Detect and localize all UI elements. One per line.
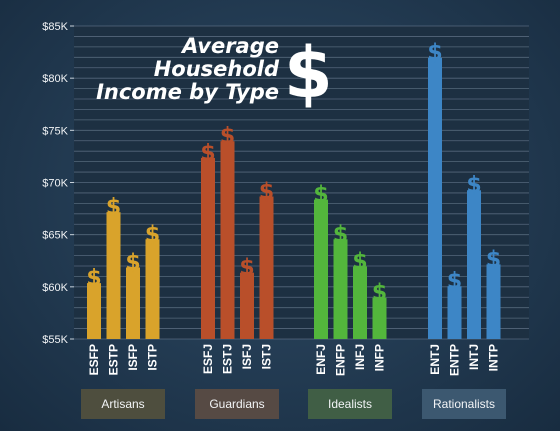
bar-estj — [220, 141, 235, 339]
y-axis-ticks: $55K $60K $65K $70K $75K $80K $85K — [42, 21, 74, 346]
y-tick-label: $80K — [42, 73, 68, 85]
category-label-istp: ISTP — [146, 344, 160, 371]
bar-dollar-icon: $ — [466, 173, 481, 198]
bar-dollar-icon: $ — [486, 247, 501, 272]
bar-dollar-icon: $ — [220, 124, 235, 149]
title-line-2: Household — [154, 57, 280, 81]
y-tick-label: $85K — [42, 21, 68, 33]
bar-esfj — [201, 157, 215, 339]
bar-intj — [467, 190, 481, 339]
bar-enfj — [314, 199, 328, 339]
bar-dollar-icon: $ — [427, 41, 442, 66]
category-label-isfj: ISFJ — [240, 344, 254, 369]
y-tick-label: $70K — [42, 178, 68, 190]
title-dollar-icon: $ — [284, 32, 333, 114]
category-label-infj: INFJ — [353, 344, 367, 370]
group-label-rationalists: Rationalists — [433, 397, 495, 411]
category-label-intj: INTJ — [467, 344, 481, 370]
bar-layer: $$$$$$$$ $$$$$$$$ — [86, 41, 501, 340]
bar-dollar-icon: $ — [313, 183, 328, 208]
category-label-estp: ESTP — [107, 344, 121, 375]
category-label-isfp: ISFP — [126, 344, 140, 371]
category-label-esfj: ESFJ — [201, 344, 215, 374]
bar-entp — [447, 286, 462, 339]
category-label-esfp: ESFP — [87, 344, 101, 375]
bar-dollar-icon: $ — [145, 222, 160, 247]
category-label-enfp: ENFP — [334, 344, 348, 376]
y-tick-label: $65K — [42, 230, 68, 242]
category-label-entp: ENTP — [448, 344, 462, 376]
bar-dollar-icon: $ — [239, 256, 254, 281]
group-label-artisans: Artisans — [101, 397, 144, 411]
y-tick-label: $55K — [42, 334, 68, 346]
bar-dollar-icon: $ — [106, 195, 121, 220]
bar-dollar-icon: $ — [259, 180, 274, 205]
bar-enfp — [333, 239, 348, 339]
bar-dollar-icon: $ — [333, 222, 348, 247]
bar-dollar-icon: $ — [352, 249, 367, 274]
category-label-enfj: ENFJ — [314, 344, 328, 375]
group-label-idealists: Idealists — [328, 397, 372, 411]
title-line-1: Average — [180, 34, 279, 58]
title-line-3: Income by Type — [96, 80, 279, 104]
bar-istp — [145, 239, 160, 339]
group-label-box — [308, 389, 392, 419]
category-label-intp: INTP — [487, 344, 501, 371]
group-labels: Artisans Guardians Idealists Rationalists — [81, 389, 506, 419]
chart-title: Average Household Income by Type $ — [96, 32, 333, 114]
bar-dollar-icon: $ — [447, 269, 462, 294]
y-tick-label: $60K — [42, 282, 68, 294]
category-labels: ESFP ESTP ISFP ISTP ESFJ ESTJ ISFJ ISTJ ENFJ ENFP… — [87, 344, 501, 376]
category-label-istj: ISTJ — [260, 344, 274, 369]
bar-infp — [372, 297, 387, 339]
group-label-box — [422, 389, 506, 419]
group-label-box — [195, 389, 279, 419]
bar-intp — [486, 264, 501, 339]
bar-isfj — [240, 272, 254, 339]
category-label-entj: ENTJ — [428, 344, 442, 375]
bar-estp — [106, 212, 121, 339]
bar-infj — [353, 266, 367, 339]
bar-istj — [259, 196, 274, 339]
bar-isfp — [126, 267, 140, 339]
category-label-infp: INFP — [373, 344, 387, 371]
bar-esfp — [87, 283, 101, 339]
bar-dollar-icon: $ — [200, 141, 215, 166]
y-tick-label: $75K — [42, 125, 68, 137]
group-label-guardians: Guardians — [209, 397, 264, 411]
bar-dollar-icon: $ — [86, 266, 101, 291]
category-label-estj: ESTJ — [221, 344, 235, 374]
group-label-box — [81, 389, 165, 419]
bar-dollar-icon: $ — [125, 250, 140, 275]
bar-dollar-icon: $ — [372, 281, 387, 306]
bar-entj — [428, 57, 442, 340]
